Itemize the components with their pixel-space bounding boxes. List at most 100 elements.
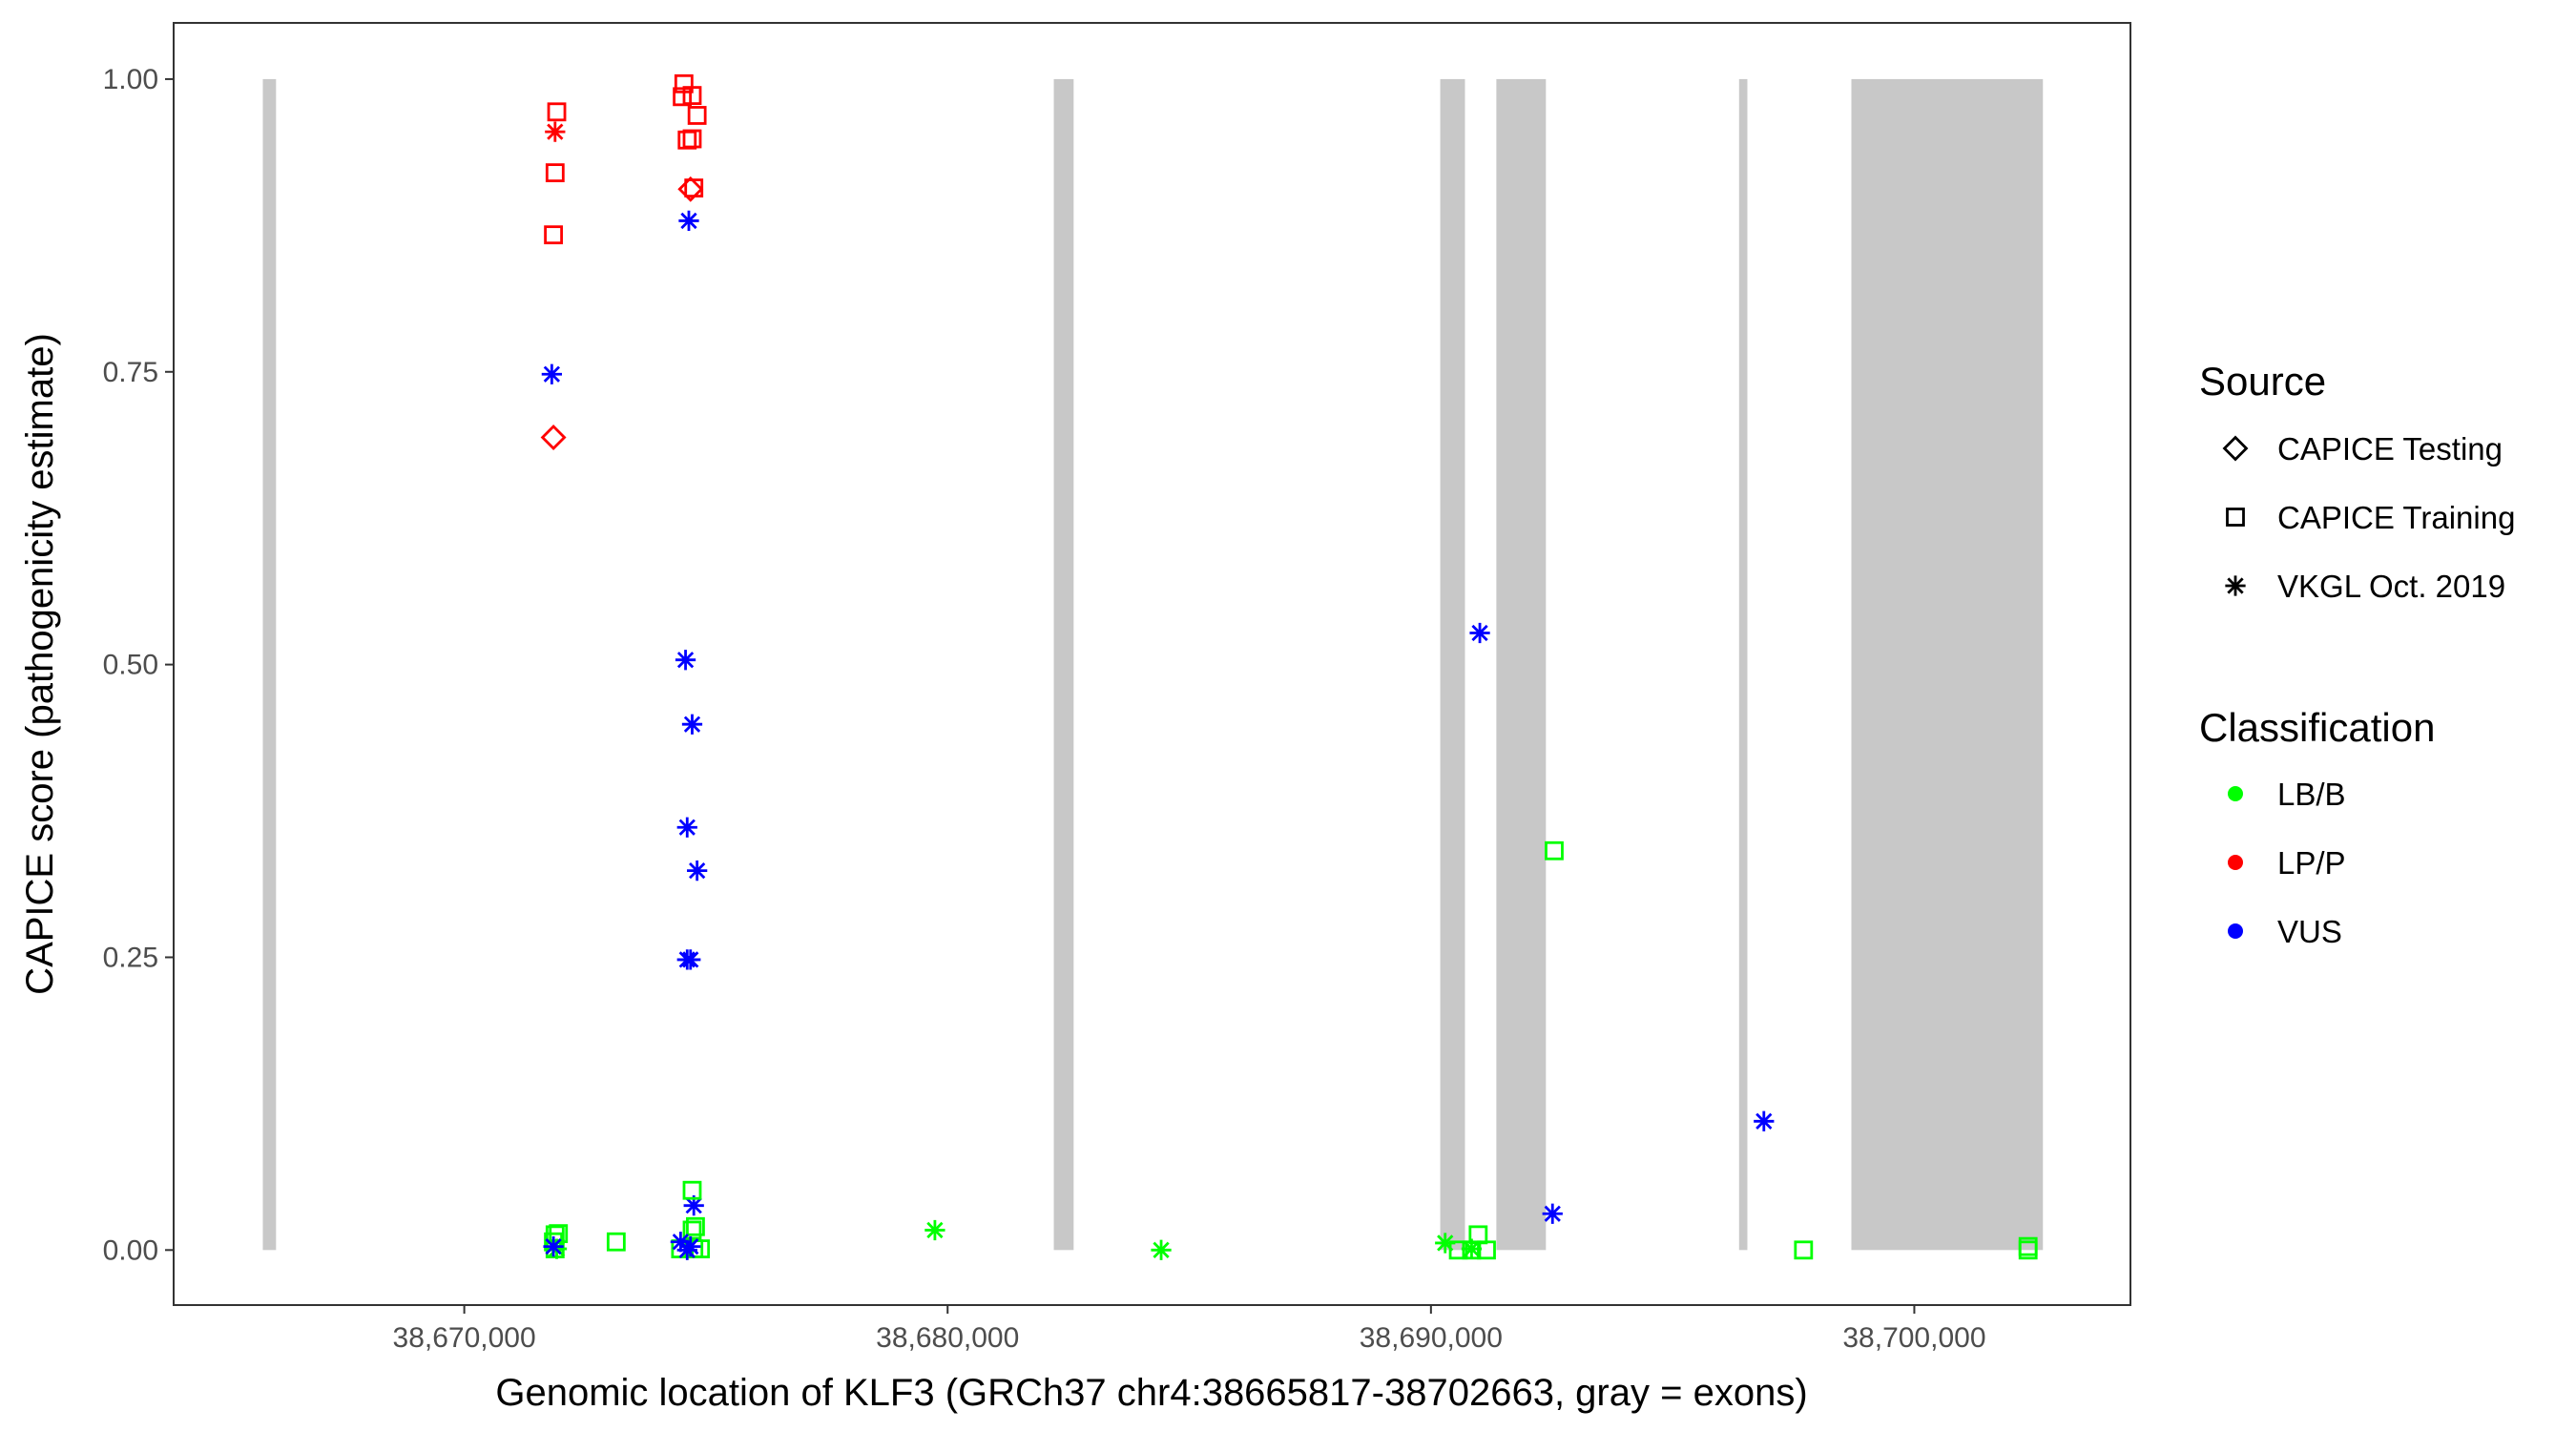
exon-band: [1496, 78, 1547, 1251]
y-tick-label: 0.50: [103, 650, 158, 681]
data-point: [677, 176, 704, 202]
y-axis-title: CAPICE score (pathogenicity estimate): [19, 333, 61, 995]
diamond-marker: [677, 176, 704, 202]
legend-classification-title: Classification: [2199, 705, 2435, 750]
data-point: [1469, 622, 1490, 644]
x-tick-label: 38,680,000: [876, 1322, 1019, 1354]
asterisk-marker: [676, 817, 697, 838]
legend-source-label: CAPICE Training: [2277, 500, 2515, 535]
asterisk-marker: [545, 121, 566, 142]
square-marker: [1794, 1240, 1814, 1260]
data-point: [686, 1216, 705, 1236]
data-point: [680, 949, 701, 970]
plot-panel-border: [173, 22, 2131, 1306]
square-marker: [682, 86, 702, 105]
legend-key-diamond-icon: [2222, 435, 2249, 462]
exon-band: [1440, 78, 1465, 1251]
data-point: [544, 225, 563, 245]
asterisk-marker: [543, 1236, 564, 1257]
y-axis-ticks: 0.00 0.25 0.50 0.75 1.00: [103, 64, 174, 1266]
data-point: [683, 1195, 704, 1216]
asterisk-marker: [924, 1219, 945, 1241]
exon-band: [1053, 78, 1074, 1251]
x-tick-label: 38,670,000: [393, 1322, 536, 1354]
legend-classification-label: VUS: [2277, 914, 2342, 949]
data-point: [545, 163, 565, 183]
asterisk-marker: [1542, 1203, 1563, 1224]
data-point: [924, 1219, 945, 1241]
data-points: [540, 73, 2038, 1260]
data-point: [682, 1220, 702, 1240]
x-axis-title: Genomic location of KLF3 (GRCh37 chr4:38…: [495, 1372, 1807, 1414]
asterisk-marker: [670, 1232, 692, 1253]
asterisk-marker: [681, 714, 703, 735]
data-point: [606, 1232, 626, 1252]
square-marker: [2018, 1240, 2038, 1260]
exon-band: [262, 78, 277, 1251]
asterisk-marker: [1151, 1239, 1172, 1260]
x-tick-label: 38,690,000: [1360, 1322, 1503, 1354]
legend-key-asterisk-icon: [2225, 575, 2246, 596]
y-tick-label: 1.00: [103, 64, 158, 95]
asterisk-marker: [1461, 1238, 1483, 1259]
legend: Source Classification CAPICE Testing CAPI…: [2199, 359, 2515, 949]
data-point: [1435, 1233, 1456, 1254]
square-marker: [687, 106, 707, 125]
data-point: [2018, 1240, 2038, 1260]
data-point: [541, 363, 562, 384]
data-point: [670, 1232, 692, 1253]
square-marker: [606, 1232, 626, 1252]
y-tick-label: 0.75: [103, 357, 158, 388]
data-point: [682, 1180, 702, 1200]
data-point: [687, 861, 708, 881]
data-point: [681, 714, 703, 735]
data-point: [543, 1236, 564, 1257]
asterisk-marker: [541, 363, 562, 384]
asterisk-marker: [1754, 1110, 1775, 1131]
data-point: [676, 1239, 697, 1260]
asterisk-marker: [675, 650, 696, 671]
data-point: [676, 817, 697, 838]
diamond-marker: [540, 425, 567, 450]
data-point: [682, 86, 702, 105]
square-marker: [547, 102, 567, 122]
x-tick-label: 38,700,000: [1842, 1322, 1985, 1354]
square-marker: [2226, 508, 2245, 527]
asterisk-marker: [680, 949, 701, 970]
data-point: [687, 106, 707, 125]
legend-classification-label: LP/P: [2277, 845, 2346, 881]
data-point: [678, 210, 699, 232]
data-point: [545, 121, 566, 142]
legend-key-square-icon: [2226, 508, 2245, 527]
data-point: [675, 650, 696, 671]
legend-source-title: Source: [2199, 359, 2326, 404]
legend-key-dot-icon: [2228, 923, 2243, 939]
legend-key-dot-icon: [2228, 855, 2243, 870]
asterisk-marker: [1469, 622, 1490, 644]
diamond-marker: [2222, 435, 2249, 462]
legend-source-label: CAPICE Testing: [2277, 431, 2503, 467]
data-point: [1545, 840, 1564, 861]
data-point: [1461, 1238, 1483, 1259]
square-marker: [1545, 840, 1564, 861]
square-marker: [682, 1220, 702, 1240]
legend-classification-label: LB/B: [2277, 777, 2346, 812]
asterisk-marker: [1435, 1233, 1456, 1254]
square-marker: [673, 87, 693, 107]
square-marker: [682, 129, 702, 149]
data-point: [1151, 1239, 1172, 1260]
legend-key-dot-icon: [2228, 786, 2243, 801]
square-marker: [544, 225, 563, 245]
data-point: [1794, 1240, 1814, 1260]
y-tick-label: 0.00: [103, 1234, 158, 1266]
asterisk-marker: [2225, 575, 2246, 596]
data-point: [1754, 1110, 1775, 1131]
exon-band: [1738, 78, 1748, 1251]
data-point: [547, 102, 567, 122]
legend-source-label: VKGL Oct. 2019: [2277, 569, 2505, 604]
data-point: [673, 87, 693, 107]
asterisk-marker: [687, 861, 708, 881]
asterisk-marker: [678, 210, 699, 232]
data-point: [1542, 1203, 1563, 1224]
